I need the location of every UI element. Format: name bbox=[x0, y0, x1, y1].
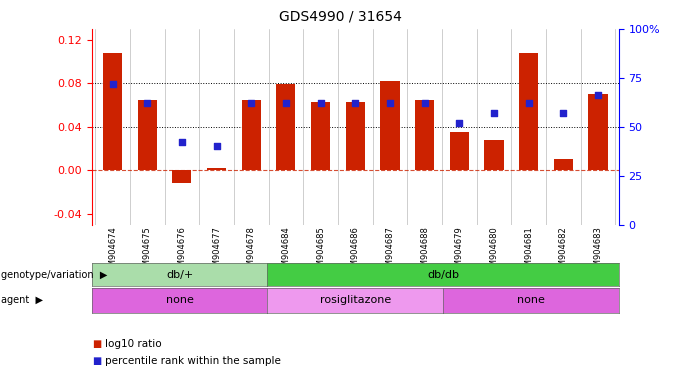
Text: rosiglitazone: rosiglitazone bbox=[320, 295, 391, 306]
Bar bbox=[415, 99, 434, 170]
Bar bbox=[519, 53, 538, 170]
Bar bbox=[103, 53, 122, 170]
Bar bbox=[207, 168, 226, 170]
Point bbox=[592, 92, 603, 98]
Point bbox=[384, 100, 395, 106]
Point bbox=[488, 110, 499, 116]
Text: ■: ■ bbox=[92, 339, 101, 349]
Point bbox=[316, 100, 326, 106]
Point bbox=[281, 100, 292, 106]
Point bbox=[558, 110, 568, 116]
Point bbox=[523, 100, 534, 106]
Point bbox=[142, 100, 153, 106]
Point bbox=[246, 100, 257, 106]
Bar bbox=[554, 159, 573, 170]
Text: log10 ratio: log10 ratio bbox=[105, 339, 162, 349]
Text: db/db: db/db bbox=[427, 270, 459, 280]
Text: none: none bbox=[166, 295, 194, 306]
Bar bbox=[449, 132, 469, 170]
Bar bbox=[380, 81, 400, 170]
Text: none: none bbox=[517, 295, 545, 306]
Text: ■: ■ bbox=[92, 356, 101, 366]
Text: db/+: db/+ bbox=[166, 270, 193, 280]
Bar bbox=[173, 170, 192, 183]
Point bbox=[177, 139, 188, 146]
Bar bbox=[484, 140, 503, 170]
Bar bbox=[138, 99, 157, 170]
Text: agent  ▶: agent ▶ bbox=[1, 295, 44, 306]
Bar bbox=[588, 94, 607, 170]
Point bbox=[454, 120, 464, 126]
Point bbox=[211, 143, 222, 149]
Bar bbox=[277, 84, 296, 170]
Point bbox=[419, 100, 430, 106]
Point bbox=[350, 100, 360, 106]
Text: percentile rank within the sample: percentile rank within the sample bbox=[105, 356, 282, 366]
Bar bbox=[311, 102, 330, 170]
Point bbox=[107, 81, 118, 87]
Bar bbox=[242, 99, 261, 170]
Text: genotype/variation  ▶: genotype/variation ▶ bbox=[1, 270, 107, 280]
Text: GDS4990 / 31654: GDS4990 / 31654 bbox=[279, 10, 401, 23]
Bar bbox=[345, 102, 365, 170]
